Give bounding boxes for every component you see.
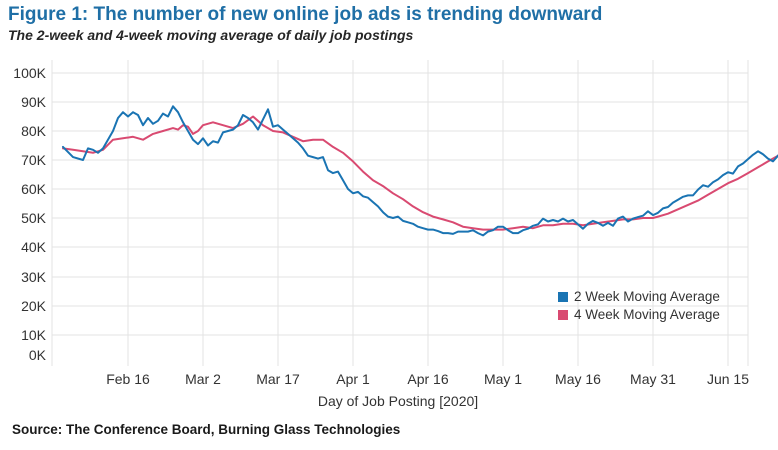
- y-tick-label: 70K: [21, 152, 47, 168]
- y-tick-label: 20K: [21, 298, 47, 314]
- y-tick-label: 10K: [21, 327, 47, 343]
- y-tick-label: 100K: [13, 65, 46, 81]
- x-tick-label: May 16: [555, 371, 601, 387]
- legend-label-four-week: 4 Week Moving Average: [574, 307, 720, 322]
- x-axis-title: Day of Job Posting [2020]: [318, 393, 478, 409]
- legend-label-two-week: 2 Week Moving Average: [574, 289, 720, 304]
- y-tick-label: 90K: [21, 94, 47, 110]
- x-tick-label: Mar 2: [185, 371, 221, 387]
- chart-title: Figure 1: The number of new online job a…: [8, 4, 603, 25]
- x-tick-label: Feb 16: [106, 371, 150, 387]
- grid-lines: [51, 60, 749, 366]
- x-axis-ticks: Feb 16 Mar 2 Mar 17 Apr 1 Apr 16 May 1 May 16 M…: [106, 371, 749, 387]
- legend-swatch-four-week: [558, 310, 568, 320]
- legend-swatch-two-week: [558, 292, 568, 302]
- y-tick-label: 50K: [21, 210, 47, 226]
- chart-subtitle: The 2-week and 4-week moving average of …: [8, 27, 414, 43]
- y-tick-label: 0K: [29, 347, 47, 363]
- x-tick-label: Apr 16: [407, 371, 448, 387]
- series-line-four-week: [62, 115, 778, 231]
- x-tick-label: May 1: [484, 371, 522, 387]
- x-tick-label: Jun 15: [707, 371, 749, 387]
- series-line-two-week: [62, 105, 778, 237]
- y-tick-label: 30K: [21, 269, 47, 285]
- x-tick-label: May 31: [630, 371, 676, 387]
- y-tick-label: 80K: [21, 123, 47, 139]
- line-chart: 0K 10K 20K 30K 40K 50K 60K 70K 80K 90K 100K Feb 16…: [13, 60, 778, 409]
- x-tick-label: Apr 1: [336, 371, 370, 387]
- source-note: Source: The Conference Board, Burning Gl…: [12, 422, 401, 437]
- legend: 2 Week Moving Average 4 Week Moving Aver…: [558, 289, 720, 322]
- series-lines: [62, 105, 778, 237]
- x-tick-label: Mar 17: [256, 371, 300, 387]
- y-tick-label: 40K: [21, 239, 47, 255]
- y-axis-ticks: 0K 10K 20K 30K 40K 50K 60K 70K 80K 90K 100K: [13, 65, 46, 363]
- y-tick-label: 60K: [21, 181, 47, 197]
